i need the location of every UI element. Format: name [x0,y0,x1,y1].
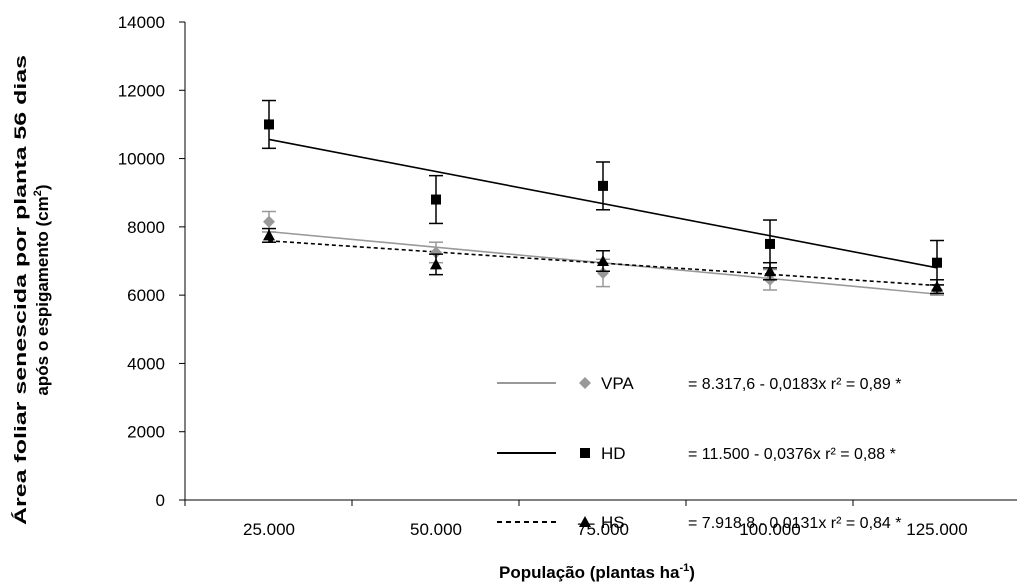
x-axis-ticks: 25.000 50.000 75.000 100.000 125.000 [184,500,968,539]
legend-marker-hs [579,516,591,527]
x-tick-label: 25.000 [243,520,295,539]
data-point-hs [430,258,442,270]
data-point-vpa [263,215,275,228]
data-point-hs [597,255,609,266]
data-point-hd [431,194,441,205]
legend-marker-vpa [579,377,591,389]
legend-marker-hd [580,448,590,458]
y-axis-title-line1: Área foliar senescida por planta 56 dias [11,55,30,525]
data-point-hd [765,238,775,249]
x-axis-title: População (plantas ha-1) [499,562,695,582]
y-tick-label: 0 [156,491,165,510]
legend-label-hs: HS [601,513,625,532]
y-tick-label: 10000 [118,150,165,169]
data-points [262,99,944,297]
x-tick-label: 50.000 [410,520,462,539]
data-point-hd [932,257,942,268]
x-tick-label: 125.000 [906,520,967,539]
y-tick-label: 8000 [127,218,165,237]
y-tick-label: 12000 [118,81,165,100]
x-tick-label: 75.000 [577,520,629,539]
legend: VPA = 8.317,6 - 0,0183x r² = 0,89 * HD = 11… [497,374,901,532]
chart-axes [184,22,1017,501]
data-point-hs [764,265,776,277]
y-tick-label: 2000 [127,423,165,442]
y-axis-title-line2: após o espigamento (cm2) [32,184,52,395]
y-axis-title: Área foliar senescida por planta 56 dias… [11,55,52,525]
legend-equation-hd: = 11.500 - 0,0376x r² = 0,88 * [688,446,896,463]
y-axis-ticks: 0 2000 4000 6000 8000 10000 12000 14000 [118,13,185,510]
y-tick-label: 4000 [127,354,165,373]
data-point-vpa [430,246,442,259]
legend-label-vpa: VPA [601,374,634,393]
legend-equation-hs: = 7.918,8 - 0,0131x r² = 0,84 * [688,515,901,532]
y-tick-label: 6000 [127,286,165,305]
y-tick-label: 14000 [118,13,165,32]
x-tick-label: 100.000 [739,520,800,539]
data-point-hd [264,119,274,130]
data-point-vpa [597,266,609,279]
data-point-hd [598,180,608,191]
data-point-hs [263,229,275,241]
data-point-hs [931,280,943,292]
legend-label-hd: HD [601,444,626,463]
legend-equation-vpa: = 8.317,6 - 0,0183x r² = 0,89 * [688,376,901,393]
